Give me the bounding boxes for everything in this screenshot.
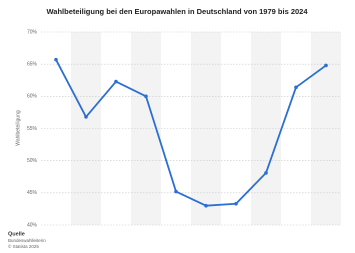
data-point xyxy=(204,203,208,208)
data-point xyxy=(264,171,268,175)
y-tick-label: 55% xyxy=(27,126,38,132)
data-point xyxy=(84,115,88,119)
chart-title: Wahlbeteiligung bei den Europawahlen in … xyxy=(46,7,308,16)
data-point xyxy=(234,201,238,206)
copyright: © Statista 2025 xyxy=(8,243,39,249)
source: Bundeswahlleiterin xyxy=(8,238,46,243)
y-tick-label: 45% xyxy=(27,190,38,196)
y-tick-label: 60% xyxy=(27,94,38,100)
y-tick-label: 40% xyxy=(27,222,38,228)
data-point xyxy=(324,63,328,68)
data-point xyxy=(54,57,58,62)
source-title: Quelle xyxy=(8,231,25,237)
data-point xyxy=(174,189,178,194)
data-line xyxy=(55,59,327,207)
data-point xyxy=(294,85,298,90)
y-axis-label: Wahlbeteiligung xyxy=(15,110,21,146)
data-point xyxy=(144,94,148,99)
y-tick-label: 50% xyxy=(27,158,38,164)
data-point xyxy=(114,79,118,84)
y-tick-label: 65% xyxy=(27,61,38,67)
y-tick-label: 70% xyxy=(27,29,38,35)
